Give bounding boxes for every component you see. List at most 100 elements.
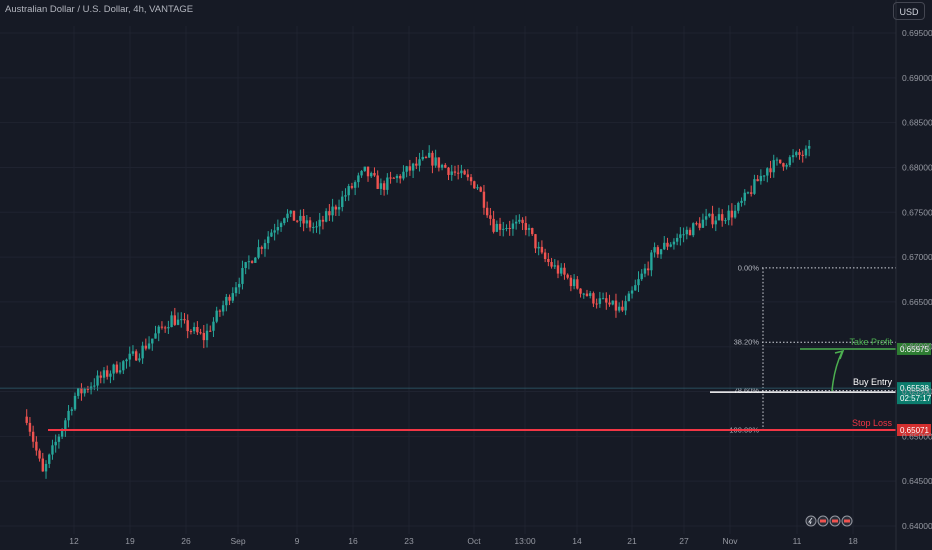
candle-body	[637, 279, 640, 286]
candle-body	[44, 463, 48, 472]
candle-body	[685, 229, 688, 235]
candle-body	[576, 279, 579, 289]
candle-body	[640, 273, 643, 280]
candle-body	[180, 319, 183, 321]
y-tick-label: 0.65000	[902, 431, 932, 441]
candle-body	[244, 262, 247, 269]
buy-entry-label: Buy Entry	[853, 377, 893, 387]
candle-body	[778, 159, 782, 164]
candle-body	[31, 431, 35, 442]
candle-body	[215, 310, 218, 322]
candle-body	[675, 237, 679, 242]
candle-body	[601, 298, 605, 300]
candle-body	[492, 218, 495, 232]
grid	[0, 26, 896, 534]
lightning-icon[interactable]	[805, 515, 817, 527]
candle-body	[466, 174, 470, 178]
candle-body	[289, 210, 292, 214]
candle-body	[469, 177, 473, 182]
candle-body	[708, 213, 711, 217]
candle-body	[357, 175, 360, 183]
candle-body	[183, 319, 186, 321]
candle-body	[176, 319, 180, 325]
y-tick-label: 0.64000	[902, 521, 932, 531]
candle-body	[295, 220, 299, 222]
candle-body	[688, 229, 692, 236]
candle-body	[408, 166, 412, 171]
candle-body	[589, 293, 592, 296]
candle-body	[434, 157, 437, 166]
candle-body	[334, 206, 338, 210]
candle-body	[479, 187, 482, 192]
candle-body	[547, 258, 550, 262]
y-tick-label: 0.69500	[902, 28, 932, 38]
candle-body	[733, 210, 737, 218]
candle-body	[669, 244, 672, 247]
candle-body	[99, 375, 102, 378]
candle-body	[337, 207, 341, 210]
candle-body	[511, 223, 515, 229]
candle-body	[614, 300, 618, 311]
candle-body	[450, 171, 453, 175]
candle-body	[60, 429, 64, 437]
candle-body	[276, 227, 280, 231]
candle-body	[96, 375, 99, 386]
candle-body	[582, 293, 585, 295]
candle-body	[782, 163, 785, 167]
candle-body	[389, 177, 392, 179]
candle-body	[746, 192, 750, 194]
candle-body	[753, 179, 756, 194]
candle-body	[762, 175, 766, 177]
candle-body	[727, 210, 730, 221]
candle-body	[682, 234, 685, 236]
candle-body	[785, 165, 788, 167]
candle-body	[83, 388, 86, 394]
currency-button[interactable]: USD	[893, 2, 925, 20]
candle-body	[743, 192, 746, 201]
candle-body	[254, 257, 257, 263]
candle-body	[556, 265, 560, 274]
y-tick-label: 0.67000	[902, 252, 932, 262]
candle-body	[750, 192, 753, 194]
candle-body	[772, 160, 775, 173]
x-tick-label: 11	[793, 536, 802, 546]
candle-body	[415, 163, 418, 166]
candle-body	[634, 285, 637, 291]
candle-body	[444, 164, 447, 168]
candle-body	[225, 296, 228, 306]
fib-level-label: 0.00%	[738, 263, 760, 272]
candle-body	[41, 458, 44, 472]
x-tick-label: 14	[572, 536, 582, 546]
candle-body	[460, 170, 463, 174]
take-profit-price: 0.65975	[900, 345, 929, 354]
candle-body	[527, 228, 531, 230]
trade-levels: Stop Loss Buy Entry Take Profit 0.65975 0.65…	[0, 337, 932, 436]
candle-body	[292, 210, 296, 221]
candle-body	[617, 306, 621, 311]
candle-body	[798, 152, 801, 155]
candle-body	[605, 298, 608, 303]
candle-body	[392, 177, 395, 179]
candle-body	[221, 305, 225, 312]
candle-body	[209, 330, 212, 332]
candle-body	[93, 385, 96, 387]
candle-body	[157, 326, 160, 334]
candle-body	[125, 359, 128, 362]
x-tick-label: 23	[404, 536, 414, 546]
candle-body	[192, 326, 196, 332]
candle-body	[386, 177, 389, 190]
x-tick-label: 12	[69, 536, 79, 546]
footer-icons[interactable]	[805, 515, 853, 527]
candle-body	[672, 241, 676, 245]
candle-body	[498, 223, 502, 230]
candle-body	[521, 219, 524, 224]
candle-body	[399, 175, 402, 179]
candle-body	[411, 163, 415, 171]
candle-body	[250, 261, 254, 263]
candle-body	[360, 170, 363, 176]
candle-body	[714, 220, 717, 225]
candle-body	[740, 200, 743, 203]
candle-body	[769, 168, 772, 173]
candle-body	[247, 261, 251, 263]
